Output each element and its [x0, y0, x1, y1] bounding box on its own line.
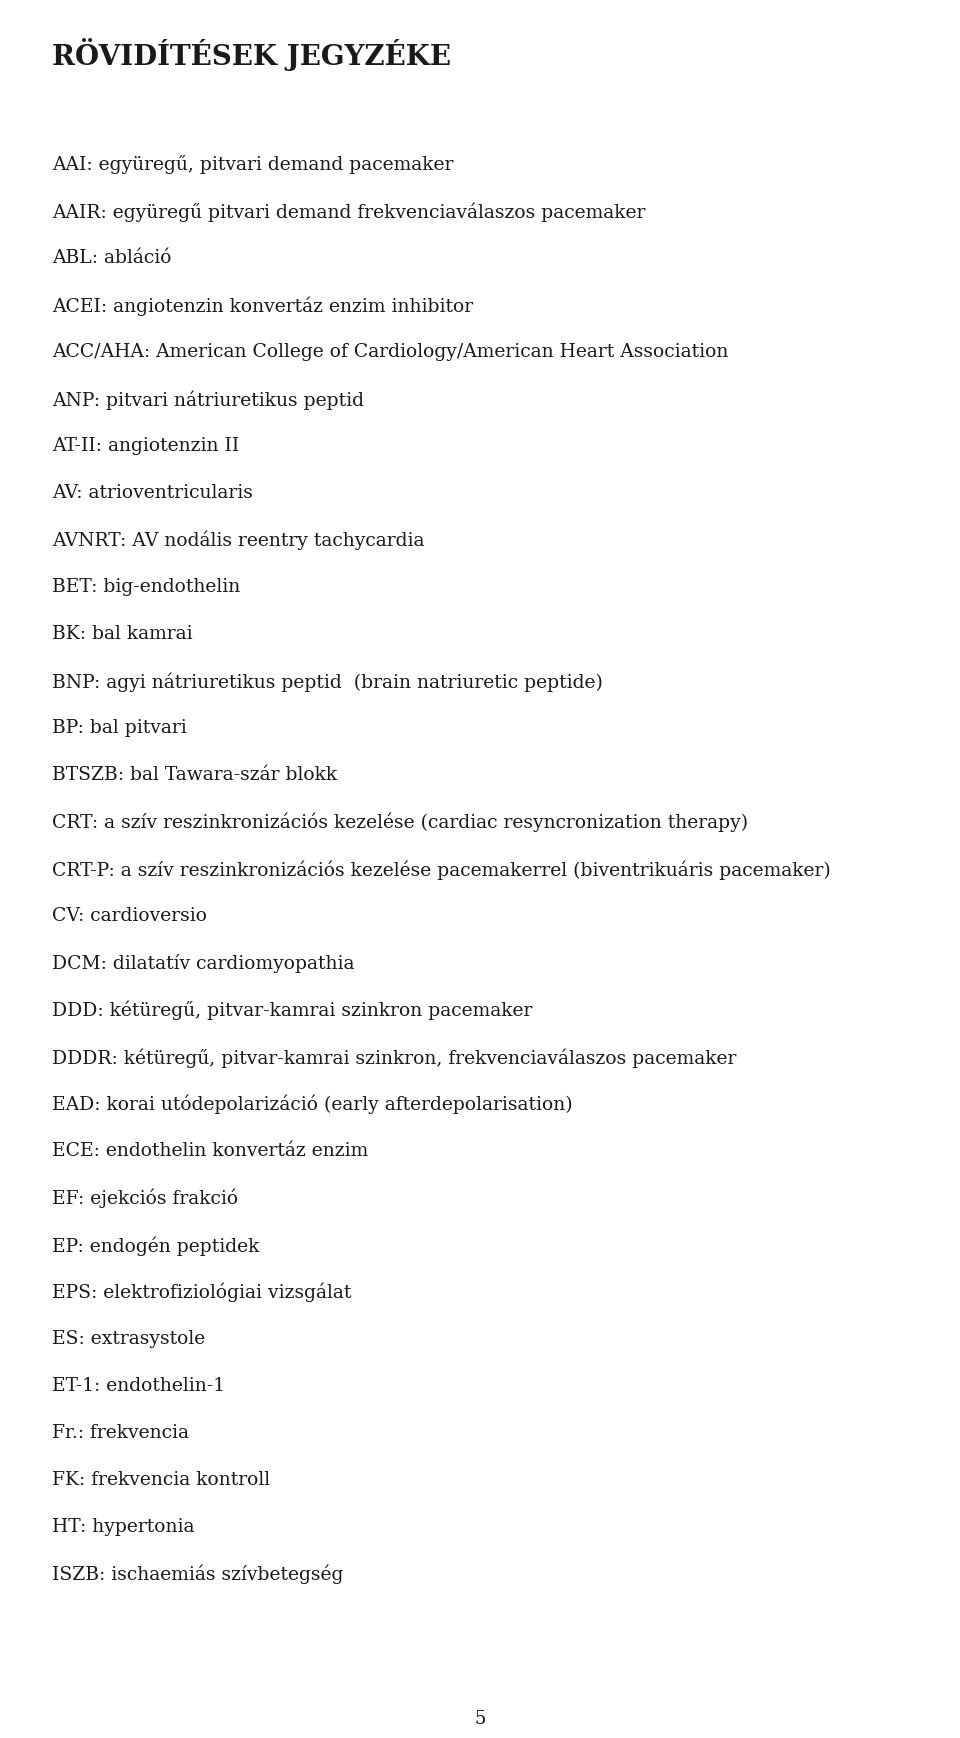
Text: ISZB: ischaemiás szívbetegség: ISZB: ischaemiás szívbetegség — [52, 1564, 344, 1585]
Text: RÖVIDÍTÉSEK JEGYZÉKE: RÖVIDÍTÉSEK JEGYZÉKE — [52, 38, 451, 71]
Text: AT-II: angiotenzin II: AT-II: angiotenzin II — [52, 436, 239, 455]
Text: EP: endogén peptidek: EP: endogén peptidek — [52, 1236, 259, 1255]
Text: ET-1: endothelin-1: ET-1: endothelin-1 — [52, 1376, 226, 1396]
Text: CRT-P: a szív reszinkronizációs kezelése pacemakerrel (biventrikuáris pacemaker): CRT-P: a szív reszinkronizációs kezelése… — [52, 860, 830, 879]
Text: HT: hypertonia: HT: hypertonia — [52, 1517, 195, 1536]
Text: ANP: pitvari nátriuretikus peptid: ANP: pitvari nátriuretikus peptid — [52, 389, 364, 410]
Text: BP: bal pitvari: BP: bal pitvari — [52, 720, 187, 737]
Text: AAIR: együregű pitvari demand frekvenciaválaszos pacemaker: AAIR: együregű pitvari demand frekvencia… — [52, 202, 645, 221]
Text: FK: frekvencia kontroll: FK: frekvencia kontroll — [52, 1470, 270, 1489]
Text: ACEI: angiotenzin konvertáz enzim inhibitor: ACEI: angiotenzin konvertáz enzim inhibi… — [52, 295, 473, 316]
Text: CRT: a szív reszinkronizációs kezelése (cardiac resyncronization therapy): CRT: a szív reszinkronizációs kezelése (… — [52, 813, 748, 833]
Text: DCM: dilatatív cardiomyopathia: DCM: dilatatív cardiomyopathia — [52, 954, 354, 973]
Text: BNP: agyi nátriuretikus peptid  (brain natriuretic peptide): BNP: agyi nátriuretikus peptid (brain na… — [52, 673, 603, 692]
Text: EF: ejekciós frakció: EF: ejekciós frakció — [52, 1189, 238, 1208]
Text: AV: atrioventricularis: AV: atrioventricularis — [52, 483, 252, 502]
Text: Fr.: frekvencia: Fr.: frekvencia — [52, 1423, 189, 1443]
Text: AVNRT: AV nodális reentry tachycardia: AVNRT: AV nodális reentry tachycardia — [52, 532, 424, 551]
Text: ECE: endothelin konvertáz enzim: ECE: endothelin konvertáz enzim — [52, 1142, 369, 1159]
Text: ACC/AHA: American College of Cardiology/American Heart Association: ACC/AHA: American College of Cardiology/… — [52, 342, 729, 362]
Text: BET: big-endothelin: BET: big-endothelin — [52, 579, 240, 596]
Text: AAI: együregű, pitvari demand pacemaker: AAI: együregű, pitvari demand pacemaker — [52, 155, 453, 174]
Text: ABL: abláció: ABL: abláció — [52, 249, 172, 268]
Text: CV: cardioversio: CV: cardioversio — [52, 907, 207, 925]
Text: EPS: elektrofiziológiai vizsgálat: EPS: elektrofiziológiai vizsgálat — [52, 1283, 351, 1302]
Text: BTSZB: bal Tawara-szár blokk: BTSZB: bal Tawara-szár blokk — [52, 766, 337, 784]
Text: DDDR: kétüregű, pitvar-kamrai szinkron, frekvenciaválaszos pacemaker: DDDR: kétüregű, pitvar-kamrai szinkron, … — [52, 1048, 736, 1067]
Text: BK: bal kamrai: BK: bal kamrai — [52, 626, 193, 643]
Text: EAD: korai utódepolarizáció (early afterdepolarisation): EAD: korai utódepolarizáció (early after… — [52, 1095, 572, 1114]
Text: DDD: kétüregű, pitvar-kamrai szinkron pacemaker: DDD: kétüregű, pitvar-kamrai szinkron pa… — [52, 1001, 533, 1020]
Text: ES: extrasystole: ES: extrasystole — [52, 1330, 205, 1349]
Text: 5: 5 — [474, 1710, 486, 1728]
